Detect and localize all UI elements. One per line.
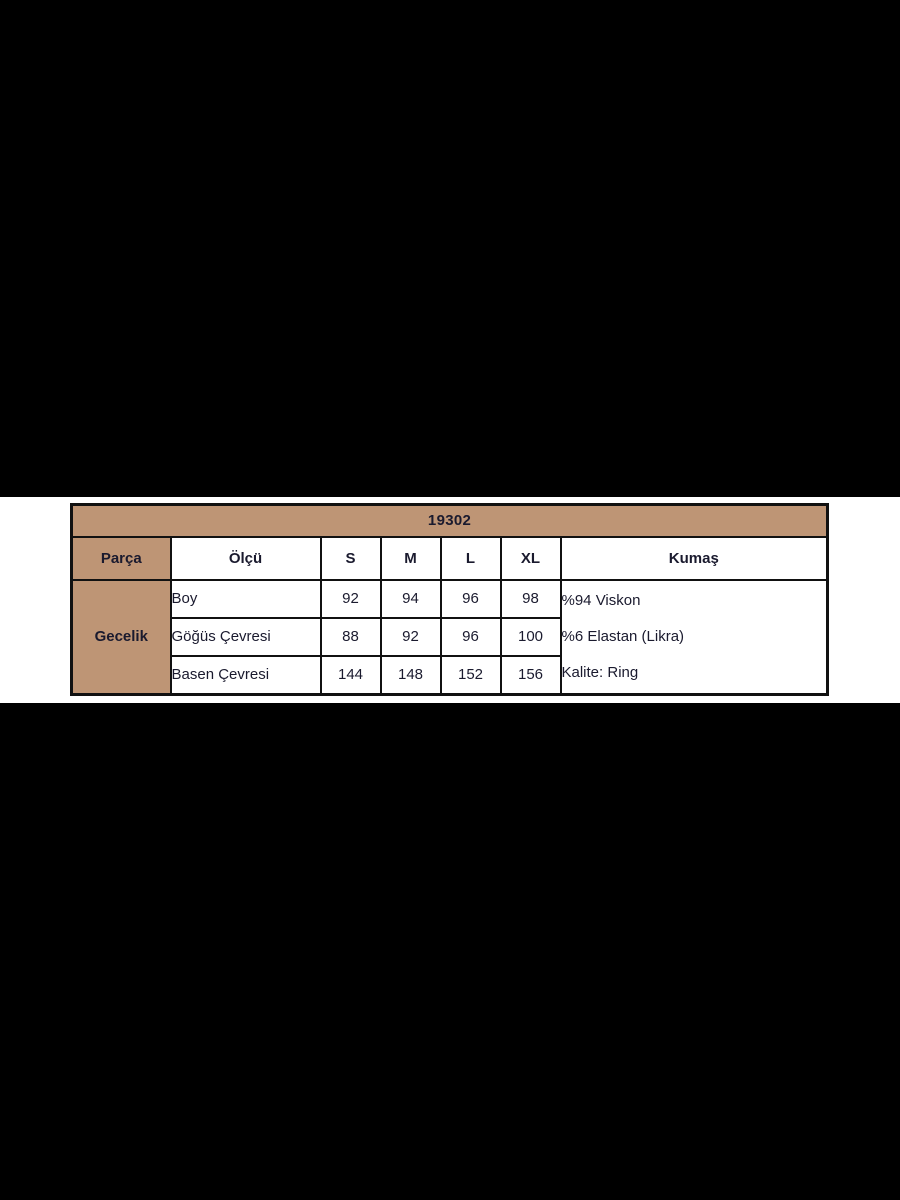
header-part: Parça (70, 536, 172, 581)
value-boy-s: 92 (319, 579, 382, 619)
header-size-s: S (319, 536, 382, 581)
value-boy-l: 96 (439, 579, 502, 619)
table-title-row: 19302 (70, 503, 829, 538)
value-gogus-m: 92 (379, 617, 442, 657)
header-size-m: M (379, 536, 442, 581)
table-header-row: Parça Ölçü S M L XL Kumaş (70, 536, 829, 581)
measure-name-basen-cevresi: Basen Çevresi (169, 655, 322, 696)
measure-name-boy: Boy (169, 579, 322, 619)
value-gogus-l: 96 (439, 617, 502, 657)
part-name-cell: Gecelik (70, 579, 172, 696)
table-row: Gecelik Boy 92 94 96 98 %94 Viskon %6 El… (70, 579, 829, 696)
value-basen-l: 152 (439, 655, 502, 696)
fabric-line-kalite: Kalite: Ring (561, 664, 639, 681)
value-basen-m: 148 (379, 655, 442, 696)
value-gogus-s: 88 (319, 617, 382, 657)
value-boy-m: 94 (379, 579, 442, 619)
value-boy-xl: 98 (499, 579, 562, 619)
fabric-composition-cell: %94 Viskon %6 Elastan (Likra) Kalite: Ri… (559, 579, 829, 696)
size-chart-band: 19302 Parça Ölçü S M L XL Kumaş Gecelik … (0, 497, 900, 703)
table-row: Göğüs Çevresi 88 92 96 100 (72, 617, 828, 657)
header-size-xl: XL (499, 536, 562, 581)
table-row: Basen Çevresi 144 148 152 156 (72, 655, 828, 696)
fabric-line-elastan: %6 Elastan (Likra) (561, 628, 685, 645)
fabric-line-viskon: %94 Viskon (561, 592, 641, 609)
size-chart-table: 19302 Parça Ölçü S M L XL Kumaş Gecelik … (70, 503, 830, 696)
measure-name-gogus-cevresi: Göğüs Çevresi (169, 617, 322, 657)
size-chart-container: 19302 Parça Ölçü S M L XL Kumaş Gecelik … (70, 503, 830, 696)
value-basen-xl: 156 (499, 655, 562, 696)
header-size-l: L (439, 536, 502, 581)
header-fabric: Kumaş (559, 536, 829, 581)
value-basen-s: 144 (319, 655, 382, 696)
header-measure: Ölçü (169, 536, 322, 581)
product-code-title: 19302 (70, 503, 829, 538)
value-gogus-xl: 100 (499, 617, 562, 657)
